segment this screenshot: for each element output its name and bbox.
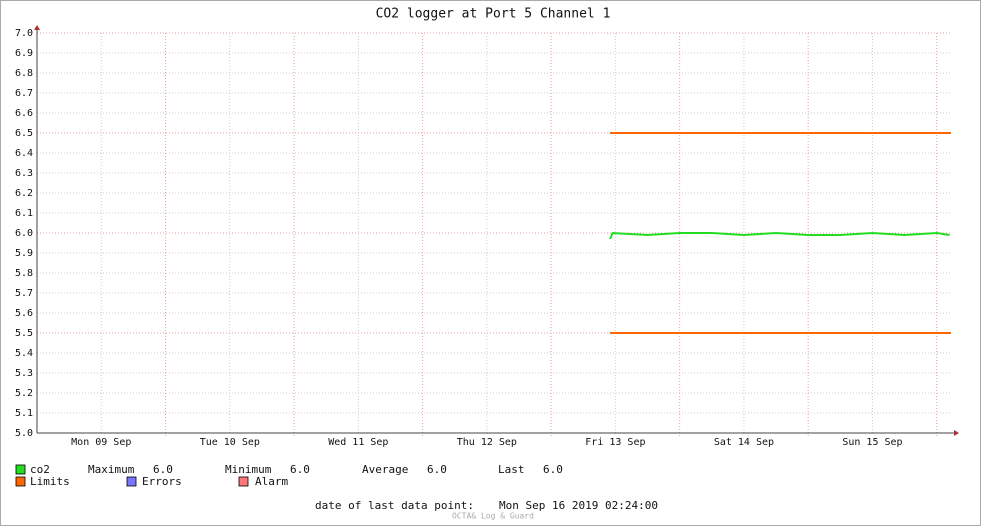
y-tick-label: 5.5 bbox=[15, 328, 33, 339]
y-tick-label: 5.4 bbox=[15, 348, 33, 359]
y-tick-label: 5.1 bbox=[15, 408, 33, 419]
x-tick-label: Tue 10 Sep bbox=[200, 437, 260, 448]
y-tick-label: 5.7 bbox=[15, 288, 33, 299]
footer-label: date of last data point: bbox=[315, 499, 474, 512]
y-tick-label: 6.5 bbox=[15, 128, 33, 139]
y-tick-label: 6.9 bbox=[15, 48, 33, 59]
y-tick-label: 6.1 bbox=[15, 208, 33, 219]
y-tick-label: 5.8 bbox=[15, 268, 33, 279]
y-tick-label: 6.0 bbox=[15, 228, 33, 239]
y-tick-label: 5.0 bbox=[15, 428, 33, 439]
x-tick-label: Thu 12 Sep bbox=[457, 437, 517, 448]
legend-stat-label: Average bbox=[362, 463, 408, 476]
axis-arrow bbox=[34, 25, 40, 30]
legend-swatch bbox=[15, 464, 26, 475]
y-tick-label: 5.9 bbox=[15, 248, 33, 259]
legend-stat-label: Minimum bbox=[225, 463, 272, 476]
legend-stat-value: 6.0 bbox=[543, 463, 563, 476]
y-tick-label: 6.3 bbox=[15, 168, 33, 179]
y-tick-label: 5.3 bbox=[15, 368, 33, 379]
legend-stat-label: Last bbox=[498, 463, 525, 476]
legend-swatch bbox=[15, 476, 26, 487]
x-tick-label: Sat 14 Sep bbox=[714, 437, 774, 448]
y-tick-label: 6.6 bbox=[15, 108, 33, 119]
legend-label: Alarm bbox=[255, 475, 288, 488]
y-tick-label: 7.0 bbox=[15, 28, 33, 39]
legend-swatch bbox=[238, 476, 249, 487]
y-tick-label: 6.7 bbox=[15, 88, 33, 99]
credit: OCTA& Log & Guard bbox=[452, 512, 534, 521]
legend-label: co2 bbox=[30, 463, 50, 476]
legend-stat-value: 6.0 bbox=[290, 463, 310, 476]
chart-title: CO2 logger at Port 5 Channel 1 bbox=[376, 7, 611, 22]
x-tick-label: Wed 11 Sep bbox=[328, 437, 388, 448]
legend-label: Errors bbox=[142, 475, 182, 488]
legend-swatch bbox=[126, 476, 137, 487]
legend-stat-value: 6.0 bbox=[427, 463, 447, 476]
y-tick-label: 6.2 bbox=[15, 188, 33, 199]
legend-stat-value: 6.0 bbox=[153, 463, 173, 476]
footer-value: Mon Sep 16 2019 02:24:00 bbox=[499, 499, 658, 512]
x-tick-label: Fri 13 Sep bbox=[585, 437, 645, 448]
legend-stat-label: Maximum bbox=[88, 463, 135, 476]
y-tick-label: 5.2 bbox=[15, 388, 33, 399]
axis-arrow bbox=[954, 430, 959, 436]
y-tick-label: 6.4 bbox=[15, 148, 33, 159]
x-tick-label: Sun 15 Sep bbox=[842, 437, 902, 448]
line-series bbox=[609, 231, 950, 240]
legend-label: Limits bbox=[30, 475, 70, 488]
x-tick-label: Mon 09 Sep bbox=[71, 437, 131, 448]
y-tick-label: 6.8 bbox=[15, 68, 33, 79]
y-tick-label: 5.6 bbox=[15, 308, 33, 319]
